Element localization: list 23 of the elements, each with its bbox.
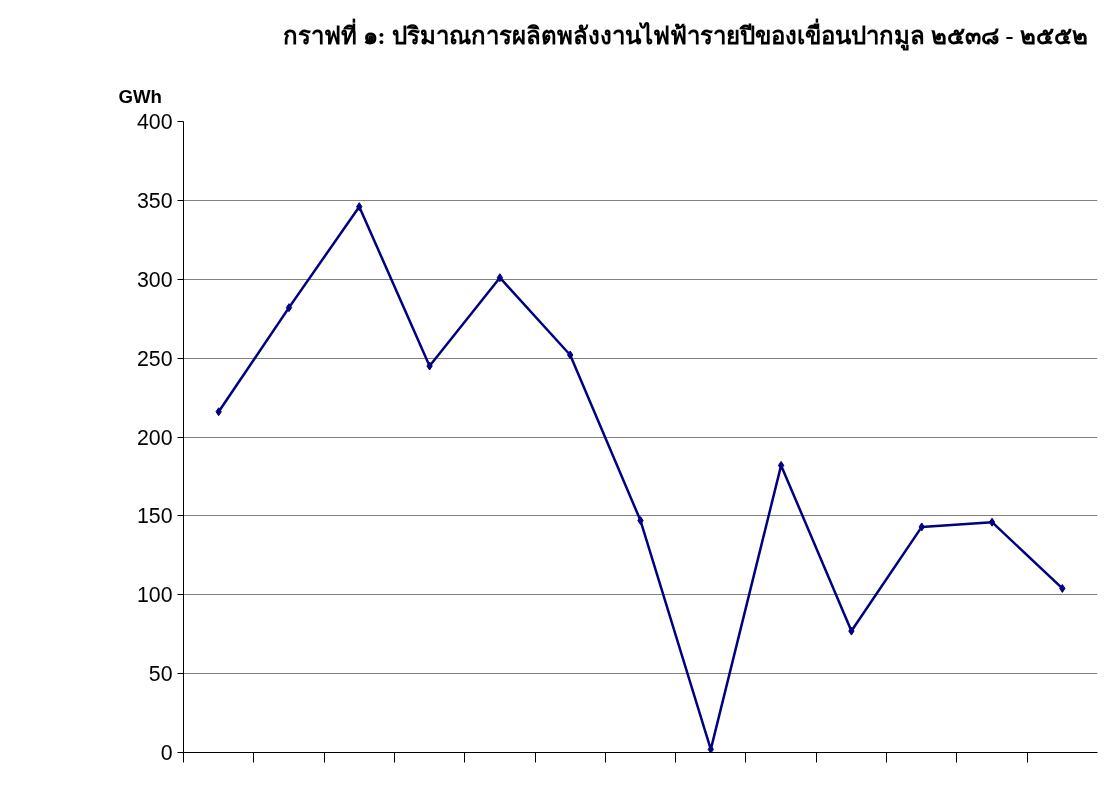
point <box>848 626 855 636</box>
y-tick-label: 400 <box>136 110 173 134</box>
point <box>637 516 644 526</box>
y-axis-title: GWh <box>118 85 163 107</box>
point <box>356 202 363 212</box>
point <box>426 361 433 371</box>
y-tick-label: 250 <box>136 346 173 371</box>
y-tick-label: 300 <box>136 267 173 292</box>
point <box>285 303 293 313</box>
point <box>496 273 504 283</box>
point <box>567 350 574 360</box>
point <box>918 522 925 532</box>
y-tick-label: 0 <box>160 741 173 765</box>
point <box>215 407 222 417</box>
y-tick-label: 350 <box>136 188 173 213</box>
chart-title: กราฟที่ ๑: ปริมาณการผลิตพลังงานไฟฟ้ารายปีของเขื่อนปากมูล ๒๕๓๘ - ๒๕๕๒ <box>282 17 1088 51</box>
point <box>1059 583 1066 593</box>
point <box>988 517 996 527</box>
y-tick-label: 50 <box>148 662 173 687</box>
point <box>777 460 785 470</box>
y-tick-label: 100 <box>136 583 173 608</box>
y-tick-label: 200 <box>136 425 173 450</box>
y-tick-label: 150 <box>136 504 173 529</box>
